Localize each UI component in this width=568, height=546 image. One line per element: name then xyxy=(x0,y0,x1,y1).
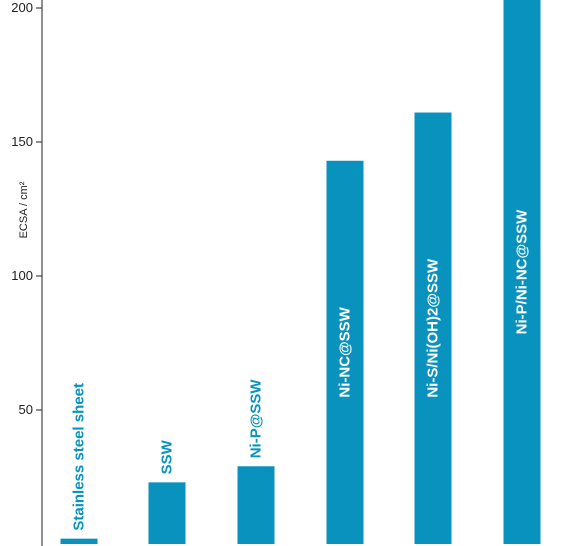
bar xyxy=(414,112,452,545)
bars xyxy=(60,0,541,545)
bar-label: Ni-NC@SSW xyxy=(337,306,354,397)
y-tick-label: 150 xyxy=(11,134,33,149)
y-tick-label: 50 xyxy=(19,402,33,417)
y-axis: 50 100 150 200 ECSA / cm² xyxy=(11,0,43,546)
bar xyxy=(326,160,364,544)
y-tick-label: 100 xyxy=(11,268,33,283)
bar-labels: Stainless steel sheet SSW Ni-P@SSW Ni-NC@SS… xyxy=(71,209,531,531)
bar-label: SSW xyxy=(159,439,176,474)
y-ticks: 50 100 150 200 xyxy=(11,0,42,417)
y-tick-label: 200 xyxy=(11,0,33,15)
bar xyxy=(237,466,275,544)
bar xyxy=(503,0,541,544)
bar-label: Ni-P@SSW xyxy=(248,379,265,459)
bar-label: Ni-P/Ni-NC@SSW xyxy=(514,209,531,334)
bar-label: Ni-S/Ni(OH)2@SSW xyxy=(425,258,442,398)
bar xyxy=(148,482,186,544)
bar-label: Stainless steel sheet xyxy=(71,383,88,531)
y-axis-title: ECSA / cm² xyxy=(18,181,30,238)
bar xyxy=(60,538,98,544)
